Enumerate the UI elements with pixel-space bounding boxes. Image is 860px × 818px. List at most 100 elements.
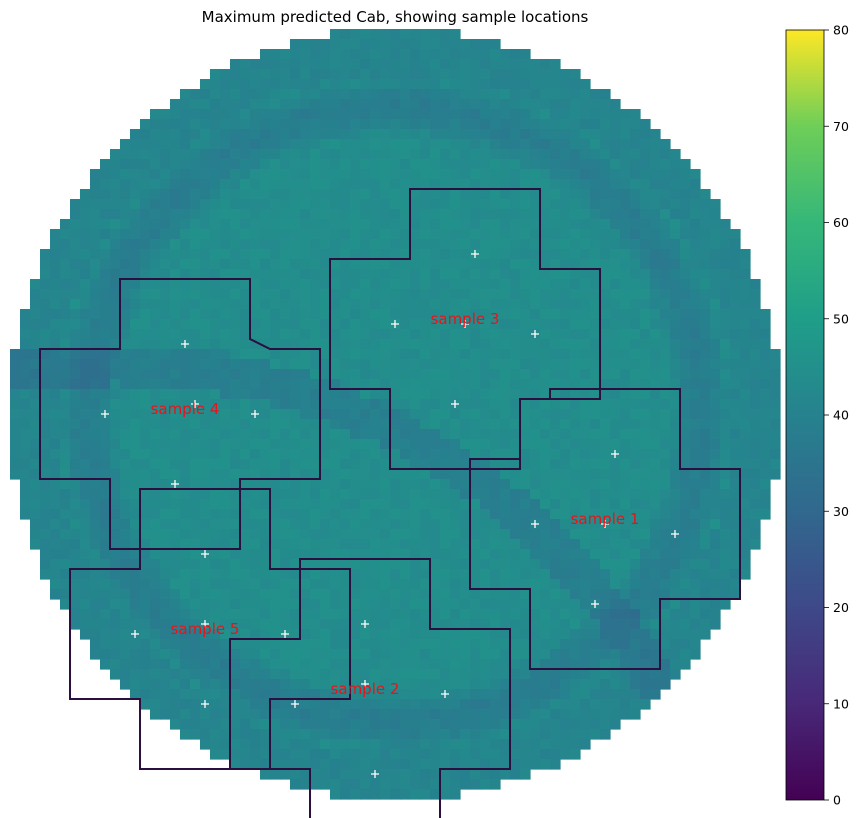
heatmap-cell [270, 359, 281, 370]
heatmap-cell [350, 309, 361, 320]
heatmap-cell [60, 379, 71, 390]
heatmap-cell [490, 179, 501, 190]
heatmap-cell [210, 279, 221, 290]
heatmap-cell [450, 469, 461, 480]
heatmap-cell [710, 259, 721, 270]
heatmap-cell [710, 309, 721, 320]
heatmap-cell [170, 409, 181, 420]
heatmap-cell [310, 759, 321, 770]
heatmap-cell [560, 219, 571, 230]
heatmap-cell [720, 379, 731, 390]
heatmap-cell [50, 339, 61, 350]
heatmap-cell [380, 479, 391, 490]
heatmap-cell [130, 579, 141, 590]
heatmap-cell [60, 329, 71, 340]
heatmap-cell [540, 529, 551, 540]
heatmap-cell [370, 549, 381, 560]
heatmap-cell [620, 349, 631, 360]
heatmap-cell [250, 429, 261, 440]
heatmap-cell [600, 359, 611, 370]
heatmap-cell [430, 149, 441, 160]
heatmap-cell [330, 249, 341, 260]
heatmap-cell [500, 749, 511, 760]
heatmap-cell [150, 239, 161, 250]
heatmap-cell [350, 289, 361, 300]
sample-point [531, 520, 539, 528]
heatmap-cell [40, 259, 51, 270]
heatmap-cell [90, 269, 101, 280]
heatmap-cell [40, 369, 51, 380]
heatmap-cell [300, 669, 311, 680]
heatmap-cell [20, 419, 31, 430]
heatmap-cell [550, 359, 561, 370]
heatmap-cell [110, 629, 121, 640]
heatmap-cell [490, 99, 501, 110]
heatmap-cell [720, 389, 731, 400]
heatmap-cell [590, 209, 601, 220]
heatmap-cell [20, 359, 31, 370]
heatmap-cell [170, 429, 181, 440]
heatmap-cell [330, 349, 341, 360]
heatmap-cell [130, 589, 141, 600]
colorbar-gradient [785, 29, 825, 801]
heatmap-cell [490, 579, 501, 590]
heatmap-cell [540, 699, 551, 710]
heatmap-cell [690, 259, 701, 270]
heatmap-cell [50, 249, 61, 260]
heatmap-cell [240, 679, 251, 690]
heatmap-cell [490, 439, 501, 450]
heatmap-cell [40, 349, 51, 360]
heatmap-cell [480, 459, 491, 470]
heatmap-cell [550, 729, 561, 740]
heatmap-cell [410, 29, 421, 40]
heatmap-cell [350, 549, 361, 560]
heatmap-cell [120, 149, 131, 160]
heatmap-cell [610, 99, 621, 110]
heatmap-cell [150, 619, 161, 630]
heatmap-cell [570, 279, 581, 290]
heatmap-cell [230, 319, 241, 330]
heatmap-cell [630, 379, 641, 390]
heatmap-cell [640, 559, 651, 570]
heatmap-cell [280, 379, 291, 390]
heatmap-cell [480, 219, 491, 230]
heatmap-cell [630, 629, 641, 640]
heatmap-cell [500, 109, 511, 120]
heatmap-cell [530, 679, 541, 690]
heatmap-cell [210, 79, 221, 90]
heatmap-cell [170, 159, 181, 170]
heatmap-cell [550, 669, 561, 680]
heatmap-cell [500, 239, 511, 250]
heatmap-cell [360, 779, 371, 790]
heatmap-cell [330, 669, 341, 680]
heatmap-cell [440, 659, 451, 670]
heatmap-cell [590, 679, 601, 690]
heatmap-cell [750, 499, 761, 510]
heatmap-cell [340, 679, 351, 690]
heatmap-cell [450, 499, 461, 510]
heatmap-cell [730, 589, 741, 600]
heatmap-cell [710, 429, 721, 440]
heatmap-cell [450, 369, 461, 380]
heatmap-cell [480, 629, 491, 640]
heatmap-cell [750, 329, 761, 340]
heatmap-cell [400, 519, 411, 530]
heatmap-cell [600, 389, 611, 400]
heatmap-cell [190, 249, 201, 260]
heatmap-cell [580, 409, 591, 420]
heatmap-cell [720, 449, 731, 460]
heatmap-cell [600, 279, 611, 290]
heatmap-cell [240, 169, 251, 180]
heatmap-cell [590, 309, 601, 320]
heatmap-cell [210, 469, 221, 480]
heatmap-cell [240, 329, 251, 340]
heatmap-cell [120, 529, 131, 540]
heatmap-cell [450, 79, 461, 90]
heatmap-cell [360, 249, 371, 260]
heatmap-cell [690, 399, 701, 410]
heatmap-cell [480, 569, 491, 580]
heatmap-cell [340, 759, 351, 770]
heatmap-cell [460, 369, 471, 380]
heatmap-cell [350, 39, 361, 50]
heatmap-cell [240, 299, 251, 310]
